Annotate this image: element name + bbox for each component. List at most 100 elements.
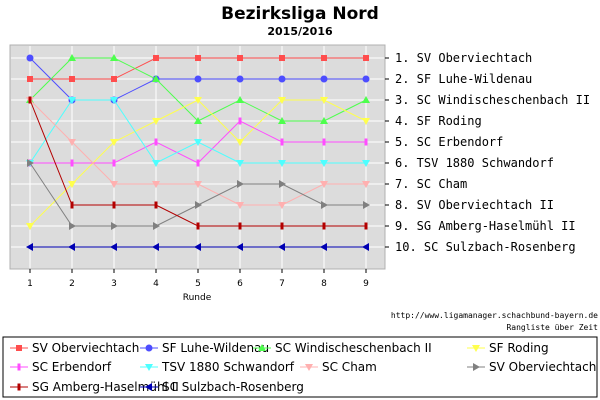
data-point: [362, 243, 369, 251]
legend-label: TSV 1880 Schwandorf: [161, 360, 295, 374]
data-point: [236, 75, 244, 83]
data-point: [68, 243, 75, 251]
legend-label: SF Roding: [489, 341, 549, 355]
data-point: [236, 139, 244, 146]
legend-label: SG Amberg-Haselmühl II: [32, 380, 179, 394]
data-point: [153, 55, 159, 61]
legend-label: SF Luhe-Wildenau: [162, 341, 269, 355]
data-point: [27, 159, 34, 167]
x-tick-label: 7: [279, 279, 285, 289]
series-1: [27, 55, 369, 82]
rank-label: 9. SG Amberg-Haselmühl II: [395, 219, 576, 233]
data-point: [363, 201, 370, 209]
data-point: [278, 243, 285, 251]
rank-axis: 1. SV Oberviechtach 2. SF Luhe-Wildenau 3.…: [385, 51, 590, 254]
x-tick-label: 8: [321, 279, 327, 289]
x-tick-label: 1: [27, 279, 33, 289]
rank-label: 2. SF Luhe-Wildenau: [395, 72, 532, 86]
data-point: [322, 138, 326, 146]
data-point: [278, 97, 286, 104]
series-4: [26, 97, 370, 230]
x-tick-label: 4: [153, 279, 159, 289]
legend-item: SC Sulzbach-Rosenberg: [140, 380, 304, 394]
credit-url: http://www.ligamanager.schachbund-bayern…: [391, 311, 598, 320]
legend-label: SC Windischeschenbach II: [275, 341, 432, 355]
series-9: [28, 96, 368, 230]
legend-marker: [472, 345, 480, 352]
data-point: [196, 159, 200, 167]
legend-label: SC Sulzbach-Rosenberg: [162, 380, 304, 394]
data-point: [111, 76, 117, 82]
data-point: [26, 223, 34, 230]
data-point: [320, 160, 328, 167]
data-point: [110, 97, 118, 104]
data-point: [278, 202, 286, 209]
legend-item: SC Cham: [300, 360, 377, 374]
data-point: [237, 180, 244, 188]
data-point: [152, 75, 160, 82]
x-tick-label: 3: [111, 279, 117, 289]
data-point: [238, 222, 242, 230]
data-point: [362, 118, 370, 125]
rank-label: 7. SC Cham: [395, 177, 467, 191]
legend-item: SC Windischeschenbach II: [253, 341, 432, 355]
data-point: [279, 55, 285, 61]
legend-item: SV Oberviechtach: [10, 341, 139, 355]
data-point: [238, 117, 242, 125]
data-point: [236, 160, 244, 167]
data-point: [152, 160, 160, 167]
chart-subtitle: 2015/2016: [267, 25, 333, 38]
rank-label: 4. SF Roding: [395, 114, 482, 128]
data-point: [152, 243, 159, 251]
data-point: [68, 139, 76, 146]
data-point: [153, 222, 160, 230]
data-point: [362, 75, 370, 83]
legend-item: SF Roding: [467, 341, 549, 355]
data-point: [69, 76, 75, 82]
rank-label: 8. SV Oberviechtach II: [395, 198, 554, 212]
data-point: [26, 54, 34, 62]
data-point: [26, 243, 33, 251]
data-point: [110, 139, 118, 146]
legend-marker: [145, 364, 153, 371]
data-point: [70, 201, 74, 209]
series-8: [27, 159, 370, 230]
x-axis: 1 2 3 4 5 6 7 8 9: [27, 269, 369, 289]
data-point: [110, 181, 118, 188]
series-layer: [26, 54, 370, 251]
data-point: [236, 243, 243, 251]
data-point: [68, 181, 76, 188]
legend-item: SC Erbendorf: [10, 360, 112, 374]
data-point: [69, 222, 76, 230]
data-point: [28, 96, 32, 104]
data-point: [364, 222, 368, 230]
data-point: [27, 76, 33, 82]
data-point: [320, 117, 328, 124]
data-point: [194, 97, 202, 104]
data-point: [110, 54, 118, 61]
x-tick-label: 9: [363, 279, 369, 289]
data-point: [236, 202, 244, 209]
data-point: [280, 138, 284, 146]
data-point: [320, 243, 327, 251]
data-point: [194, 243, 201, 251]
data-point: [320, 181, 328, 188]
legend: SV Oberviechtach SF Luhe-Wildenau SC Windi…: [10, 341, 600, 394]
x-tick-label: 6: [237, 279, 243, 289]
data-point: [152, 181, 160, 188]
data-point: [321, 201, 328, 209]
legend-item: TSV 1880 Schwandorf: [140, 360, 295, 374]
rank-label: 5. SC Erbendorf: [395, 135, 503, 149]
legend-label: SV Oberviechtach II: [489, 360, 600, 374]
data-point: [68, 54, 76, 61]
data-point: [320, 75, 328, 83]
data-point: [362, 181, 370, 188]
data-point: [70, 159, 74, 167]
legend-marker: [145, 344, 153, 352]
series-7: [26, 97, 370, 209]
x-axis-title: Runde: [183, 293, 212, 303]
data-point: [362, 160, 370, 167]
legend-marker: [258, 344, 266, 351]
data-point: [363, 55, 369, 61]
